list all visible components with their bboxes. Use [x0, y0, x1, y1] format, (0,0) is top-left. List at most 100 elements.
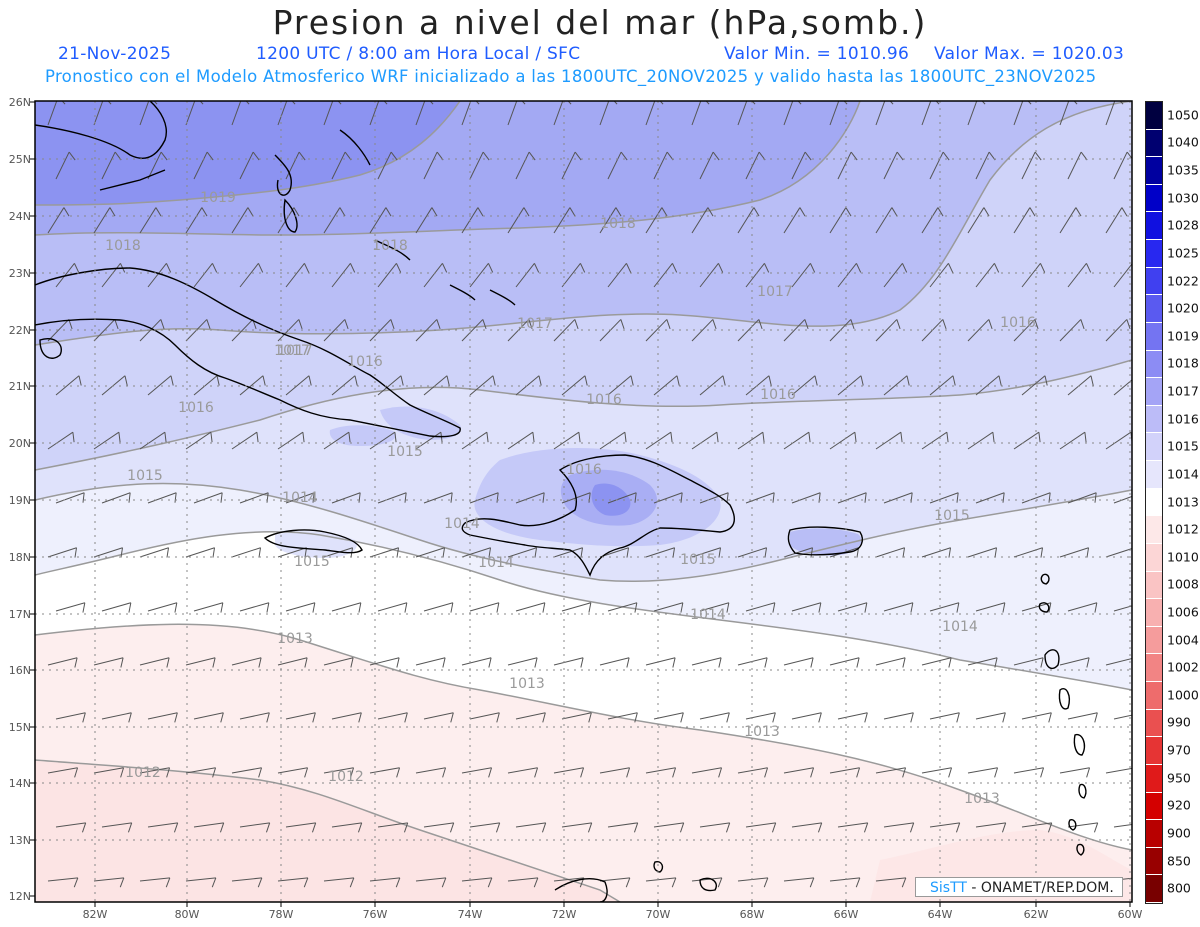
wind-barb-flag [1132, 263, 1136, 272]
wind-barb-shaft [377, 712, 408, 720]
wind-barb-flag [1086, 547, 1090, 558]
wind-barb-shaft [239, 151, 254, 180]
wind-barb-flag [68, 151, 76, 161]
wind-barb-flag [1084, 432, 1087, 443]
lon-label: 76W [363, 908, 388, 921]
wind-barb-flag [216, 375, 220, 386]
wind-barb-flag [120, 547, 124, 558]
wind-barb-shaft [653, 602, 683, 612]
wind-barb-shaft [231, 547, 261, 558]
wind-barb-shaft [783, 431, 810, 450]
wind-barb-shaft [147, 602, 177, 612]
valid-time: 1200 UTC / 8:00 am Hora Local / SFC [256, 44, 581, 64]
wind-barb-flag [488, 547, 492, 558]
wind-barb-shaft [561, 151, 576, 180]
legend-value: 1022 [1167, 273, 1199, 289]
wind-barb-shaft [791, 712, 822, 720]
wind-barb-flag [726, 602, 730, 613]
wind-barb-shaft [469, 375, 494, 396]
wind-barb-shaft [507, 431, 534, 450]
wind-barb-flag [910, 602, 914, 613]
wind-barb-flag [258, 767, 263, 778]
wind-barb-shaft [699, 492, 729, 504]
contour-label: 1014 [282, 490, 318, 506]
credit-org: - ONAMET/REP.DOM. [971, 880, 1114, 896]
wind-barb-flag [312, 492, 315, 503]
wind-barb-flag [266, 492, 269, 503]
wind-barb-flag [1040, 657, 1044, 668]
color-legend [1145, 101, 1163, 904]
wind-barb-shaft [1113, 495, 1132, 504]
wind-barb-shaft [607, 375, 632, 396]
legend-swatch [1146, 378, 1162, 406]
wind-barb-shaft [829, 877, 860, 882]
contour-label: 1017 [757, 284, 793, 300]
contour-label: 1014 [478, 555, 514, 571]
wind-barb-flag [620, 151, 628, 161]
wind-barb-flag [634, 492, 637, 503]
wind-barb-flag [588, 712, 592, 723]
valid-date: 21-Nov-2025 [58, 44, 172, 64]
wind-barb-flag [354, 375, 358, 386]
wind-barb-shaft [47, 657, 78, 666]
wind-barb-flag [864, 492, 867, 503]
wind-barb-shaft [607, 492, 637, 504]
wind-barb-shaft [55, 151, 70, 180]
wind-barb-flag [383, 101, 388, 105]
wind-barb-flag [265, 822, 271, 833]
wind-barb-shaft [193, 375, 218, 396]
legend-value: 1050 [1167, 107, 1199, 123]
wind-barb-shaft [883, 492, 913, 504]
wind-barb-shaft [185, 547, 215, 558]
contour-label: 1016 [347, 354, 383, 370]
lat-label: 24N [9, 210, 31, 223]
wind-barb-shaft [415, 207, 433, 234]
wind-barb-shaft [331, 151, 346, 180]
wind-barb-flag [534, 547, 538, 558]
wind-barb-shaft [553, 431, 580, 450]
wind-barb-shaft [323, 319, 346, 342]
legend-value: 1008 [1167, 576, 1199, 592]
wind-barb-shaft [875, 767, 906, 774]
wind-barb-shaft [461, 319, 484, 342]
wind-barb-flag [722, 375, 726, 386]
wind-barb-flag [1040, 547, 1044, 558]
wind-barb-flag [680, 492, 683, 503]
wind-barb-flag [404, 602, 408, 613]
wind-barb-shaft [1113, 605, 1132, 612]
wind-barb-shaft [745, 822, 776, 828]
wind-barb-flag [624, 432, 627, 443]
contour-label: 1016 [566, 462, 602, 478]
wind-barb-flag [864, 602, 868, 613]
wind-barb-shaft [967, 547, 997, 558]
wind-barb-shaft [1013, 431, 1040, 450]
wind-barb-flag [626, 657, 630, 668]
wind-barb-shaft [791, 375, 816, 396]
wind-barb-shaft [645, 547, 675, 558]
wind-barb-flag [521, 101, 526, 105]
wind-barb-shaft [691, 767, 722, 774]
wind-barb-shaft [599, 207, 617, 234]
wind-barb-flag [718, 547, 722, 558]
wind-barb-flag [74, 263, 80, 273]
wind-barb-shaft [55, 492, 85, 504]
wind-barb-shaft [331, 263, 351, 288]
wind-barb-flag [909, 822, 915, 833]
wind-barb-shaft [93, 767, 124, 774]
wind-barb-flag [587, 822, 593, 833]
legend-swatch [1146, 350, 1162, 379]
wind-barb-shaft [921, 547, 951, 558]
wind-barb-flag [153, 101, 158, 105]
wind-barb-flag [245, 101, 250, 105]
wind-barb-shaft [101, 822, 132, 828]
wind-barb-flag [496, 492, 499, 503]
wind-barb-flag [174, 492, 177, 503]
wind-barb-shaft [607, 263, 627, 288]
wind-barb-shaft [101, 375, 126, 396]
wind-barb-flag [349, 877, 355, 888]
wind-barb-shaft [1067, 151, 1082, 180]
lon-label: 62W [1024, 908, 1049, 921]
wind-barb-shaft [653, 263, 673, 288]
lon-label: 80W [175, 908, 200, 921]
wind-barb-flag [1086, 767, 1091, 778]
